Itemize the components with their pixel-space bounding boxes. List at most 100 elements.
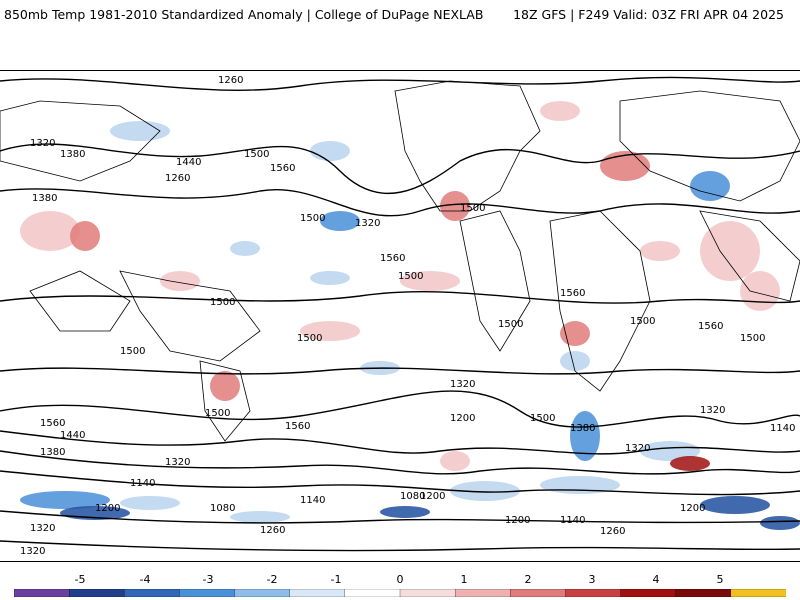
- anomaly-patch: [20, 211, 80, 251]
- colorbar-label: 3: [588, 573, 596, 586]
- anomaly-patch: [740, 271, 780, 311]
- contour-label: 1560: [560, 288, 585, 299]
- colorbar-label: -3: [202, 573, 214, 586]
- contour-label: 1320: [20, 546, 45, 557]
- contour-label: 1560: [380, 253, 405, 264]
- anomaly-patch: [380, 506, 430, 518]
- contour-label: 1260: [260, 525, 285, 536]
- anomaly-patch: [560, 321, 590, 346]
- colorbar-segment: [399, 589, 456, 597]
- height-contour: [0, 540, 800, 552]
- header: 850mb Temp 1981-2010 Standardized Anomal…: [0, 0, 800, 30]
- colorbar-segment: [565, 589, 622, 597]
- contour-label: 1500: [398, 271, 423, 282]
- contour-label: 1140: [560, 515, 585, 526]
- coastline: [549, 210, 651, 392]
- contour-label: 1200: [420, 491, 445, 502]
- height-contour: [0, 450, 800, 475]
- anomaly-patch: [440, 451, 470, 471]
- coastline: [119, 270, 261, 362]
- anomaly-patch: [230, 241, 260, 256]
- contour-label: 1560: [40, 418, 65, 429]
- anomaly-patch: [120, 496, 180, 510]
- height-contour: [0, 143, 800, 195]
- height-contour: [0, 291, 800, 304]
- contour-label: 1140: [770, 423, 795, 434]
- contour-label: 1500: [244, 149, 269, 160]
- colorbar-segment: [14, 589, 70, 597]
- colorbar-label: 4: [652, 573, 660, 586]
- contour-label: 1320: [700, 405, 725, 416]
- anomaly-patch: [640, 241, 680, 261]
- colorbar: -5 -4 -3 -2 -1 0 1 2 3 4 5: [0, 570, 800, 600]
- contour-label: 1260: [165, 173, 190, 184]
- anomaly-patch: [300, 321, 360, 341]
- colorbar-segment: [179, 589, 236, 597]
- contour-label: 1560: [270, 163, 295, 174]
- colorbar-segment: [454, 589, 511, 597]
- anomaly-patch: [670, 456, 710, 471]
- contour-label: 1080: [400, 491, 425, 502]
- coastline: [459, 210, 531, 352]
- contour-label: 1500: [630, 316, 655, 327]
- contour-label: 1320: [30, 523, 55, 534]
- colorbar-segment: [510, 589, 567, 597]
- coastline: [394, 80, 541, 212]
- contour-label: 1200: [680, 503, 705, 514]
- contour-label: 1260: [600, 526, 625, 537]
- anomaly-patch: [760, 516, 800, 530]
- colorbar-label: 2: [524, 573, 532, 586]
- height-contour: [0, 510, 800, 524]
- anomaly-patch: [210, 371, 240, 401]
- height-contour: [0, 76, 800, 91]
- colorbar-label: 1: [460, 573, 468, 586]
- contour-label: 1380: [40, 447, 65, 458]
- anomaly-patch: [570, 411, 600, 461]
- contour-label: 1320: [165, 457, 190, 468]
- contour-label: 1560: [285, 421, 310, 432]
- colorbar-segment: [344, 589, 401, 597]
- anomaly-patch: [700, 221, 760, 281]
- contour-label: 1380: [570, 423, 595, 434]
- contour-label: 1500: [530, 413, 555, 424]
- colorbar-segment: [289, 589, 346, 597]
- contour-label: 1440: [60, 430, 85, 441]
- anomaly-patch: [20, 491, 110, 509]
- anomaly-patch: [70, 221, 100, 251]
- contour-label: 1560: [698, 321, 723, 332]
- anomaly-patch: [700, 496, 770, 514]
- contour-label: 1500: [297, 333, 322, 344]
- model-run-info: 18Z GFS | F249 Valid: 03Z FRI APR 04 202…: [513, 7, 784, 22]
- contour-label: 1500: [498, 319, 523, 330]
- anomaly-patch: [640, 441, 700, 461]
- colorbar-segment: [730, 589, 786, 597]
- colorbar-segment: [675, 589, 732, 597]
- contour-label: 1500: [300, 213, 325, 224]
- map-title: 850mb Temp 1981-2010 Standardized Anomal…: [4, 7, 484, 22]
- contour-label: 1320: [30, 138, 55, 149]
- contour-label: 1320: [625, 443, 650, 454]
- contour-label: 1200: [95, 503, 120, 514]
- anomaly-patch: [110, 121, 170, 141]
- contour-label: 1500: [205, 408, 230, 419]
- contour-label: 1380: [60, 149, 85, 160]
- anomaly-patch: [440, 191, 470, 221]
- map-frame: 1260 1320 1380 1440 1500 1560 1260 1500 1380 1320…: [0, 70, 800, 562]
- anomaly-patch: [560, 351, 590, 371]
- contour-label: 1140: [300, 495, 325, 506]
- coastline: [0, 100, 161, 182]
- contour-label: 1080: [210, 503, 235, 514]
- anomaly-patch: [230, 511, 290, 523]
- contour-label: 1500: [740, 333, 765, 344]
- colorbar-segment: [234, 589, 291, 597]
- anomaly-patch: [450, 481, 520, 501]
- colorbar-segment: [68, 589, 125, 597]
- contour-label: 1320: [355, 218, 380, 229]
- colorbar-label: -1: [330, 573, 342, 586]
- anomaly-patch: [310, 271, 350, 285]
- height-contour: [0, 470, 800, 496]
- contour-label: 1380: [32, 193, 57, 204]
- contour-label: 1500: [120, 346, 145, 357]
- anomaly-patch: [400, 271, 460, 291]
- anomaly-patch: [540, 101, 580, 121]
